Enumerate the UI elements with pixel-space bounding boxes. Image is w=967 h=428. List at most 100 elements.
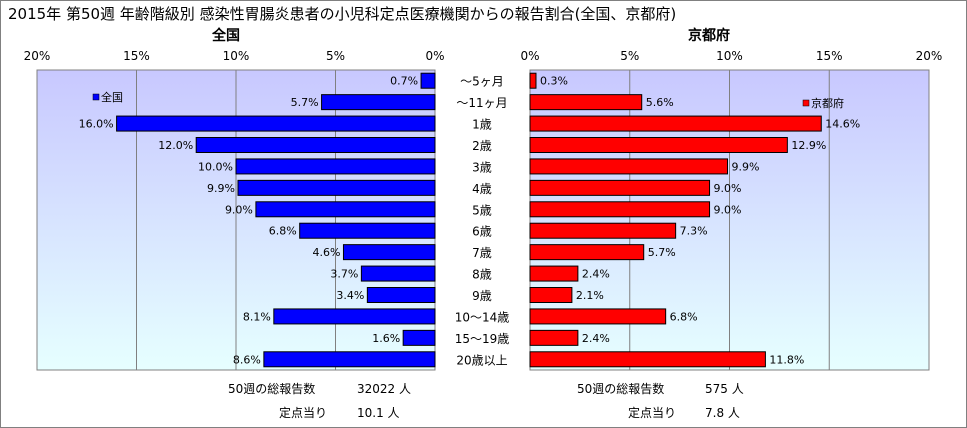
left-tick-label: 10% <box>223 49 250 63</box>
left-data-label: 3.7% <box>330 268 358 281</box>
left-data-label: 16.0% <box>79 118 114 131</box>
left-bar <box>360 265 436 282</box>
right-tick-label: 0% <box>520 49 539 63</box>
right-data-label: 5.7% <box>648 246 676 259</box>
right-data-label: 2.1% <box>576 289 604 302</box>
right-data-label: 11.8% <box>769 353 804 366</box>
right-data-label: 2.4% <box>582 268 610 281</box>
left-data-label: 1.6% <box>372 332 400 345</box>
left-bar <box>195 137 436 153</box>
right-tick-label: 5% <box>620 49 639 63</box>
category-label: 8歳 <box>472 268 492 282</box>
left-legend-swatch <box>92 93 100 101</box>
left-tick-label: 5% <box>326 49 345 63</box>
right-data-label: 2.4% <box>582 332 610 345</box>
right-data-label: 9.0% <box>714 203 742 216</box>
left-legend-label: 全国 <box>101 90 123 104</box>
left-bars: 0.7% 5.7% 16.0% 12.0% 10.0% 9.9% 9.0% 6.8% 4.6% 3… <box>79 72 436 368</box>
right-bar <box>529 179 711 196</box>
right-panel-title: 京都府 <box>688 27 730 44</box>
right-bar <box>529 265 579 282</box>
left-bar <box>235 158 436 175</box>
right-legend: 京都府 <box>802 96 844 110</box>
category-label: 15〜19歳 <box>455 332 510 346</box>
category-label: 6歳 <box>472 225 492 239</box>
right-bar <box>529 287 573 303</box>
right-data-label: 5.6% <box>646 96 674 109</box>
right-per-value: 7.8 人 <box>705 406 740 420</box>
right-bar <box>529 244 645 261</box>
right-data-label: 14.6% <box>825 118 860 131</box>
left-bar <box>299 222 436 239</box>
right-legend-label: 京都府 <box>811 96 844 110</box>
left-data-label: 4.6% <box>313 246 341 259</box>
left-bar <box>420 72 436 89</box>
left-data-label: 9.9% <box>207 182 235 195</box>
category-label: 7歳 <box>472 246 492 260</box>
category-label: 20歳以上 <box>456 353 507 367</box>
left-tick-label: 15% <box>123 49 150 63</box>
left-footer: 50週の総報告数 32022 人 定点当り 10.1 人 <box>228 381 411 420</box>
chart-title: 2015年 第50週 年齢階級別 感染性胃腸炎患者の小児科定点医療機関からの報告… <box>8 5 676 23</box>
right-per-label: 定点当り <box>628 405 676 420</box>
right-panel-kyoto: 京都府 0% 5% 10% 15% 20% 0.3% 5.6% 14.6% 12.9% 9.9%… <box>520 27 943 371</box>
left-data-label: 9.0% <box>225 203 253 216</box>
category-label: 1歳 <box>472 118 492 132</box>
right-bar <box>529 329 579 346</box>
right-legend-swatch <box>802 99 810 107</box>
right-data-label: 7.3% <box>680 225 708 238</box>
left-panel-national: 全国 20% 15% 10% 5% 0% 0.7% 5.7% 16.0% 12.0% 10.0%… <box>24 27 445 371</box>
left-data-label: 12.0% <box>158 139 193 152</box>
right-tick-label: 20% <box>916 49 943 63</box>
category-label: 5歳 <box>472 203 492 217</box>
left-per-value: 10.1 人 <box>357 406 400 420</box>
left-bar <box>116 115 436 132</box>
left-bar <box>263 351 436 368</box>
right-bar <box>529 115 822 132</box>
right-bar <box>529 72 537 89</box>
left-bar <box>366 287 436 303</box>
right-bar <box>529 308 667 325</box>
left-total-value: 32022 人 <box>357 382 411 396</box>
left-data-label: 6.8% <box>269 225 297 238</box>
right-bar <box>529 222 677 239</box>
right-bar <box>529 201 711 218</box>
right-bar <box>529 94 643 111</box>
category-label: 4歳 <box>472 182 492 196</box>
right-data-label: 6.8% <box>670 310 698 323</box>
right-total-value: 575 人 <box>705 382 744 396</box>
left-bar <box>273 308 436 325</box>
left-bar <box>321 94 436 111</box>
left-data-label: 3.4% <box>336 289 364 302</box>
left-data-label: 0.7% <box>390 75 418 88</box>
left-data-label: 8.1% <box>243 310 271 323</box>
right-bar <box>529 351 766 368</box>
category-label: 2歳 <box>472 139 492 153</box>
right-data-label: 9.9% <box>732 160 760 173</box>
right-data-label: 9.0% <box>714 182 742 195</box>
category-label: 〜5ヶ月 <box>460 75 504 89</box>
right-total-label: 50週の総報告数 <box>577 381 664 396</box>
right-bar <box>529 158 729 175</box>
left-per-label: 定点当り <box>279 405 327 420</box>
category-labels: 〜5ヶ月〜11ヶ月 1歳 2歳 3歳 4歳 5歳 6歳 7歳 8歳 9歳 10〜14歳 15〜19歳 2… <box>455 75 510 368</box>
right-bars: 0.3% 5.6% 14.6% 12.9% 9.9% 9.0% 9.0% 7.3% 5.7% 2.… <box>529 72 860 368</box>
left-data-label: 10.0% <box>198 160 233 173</box>
right-data-label: 12.9% <box>791 139 826 152</box>
left-legend: 全国 <box>92 90 123 104</box>
left-data-label: 8.6% <box>233 353 261 366</box>
right-data-label: 0.3% <box>540 75 568 88</box>
right-footer: 50週の総報告数 575 人 定点当り 7.8 人 <box>577 381 744 420</box>
right-tick-label: 10% <box>716 49 743 63</box>
left-bar <box>342 244 436 261</box>
left-bar <box>255 201 436 218</box>
left-panel-title: 全国 <box>211 27 240 44</box>
right-tick-label: 15% <box>816 49 843 63</box>
category-label: 〜11ヶ月 <box>456 96 507 110</box>
right-bar <box>529 137 788 153</box>
category-label: 9歳 <box>472 289 492 303</box>
category-label: 10〜14歳 <box>455 310 510 324</box>
left-bar <box>237 179 436 196</box>
left-tick-label: 0% <box>425 49 444 63</box>
